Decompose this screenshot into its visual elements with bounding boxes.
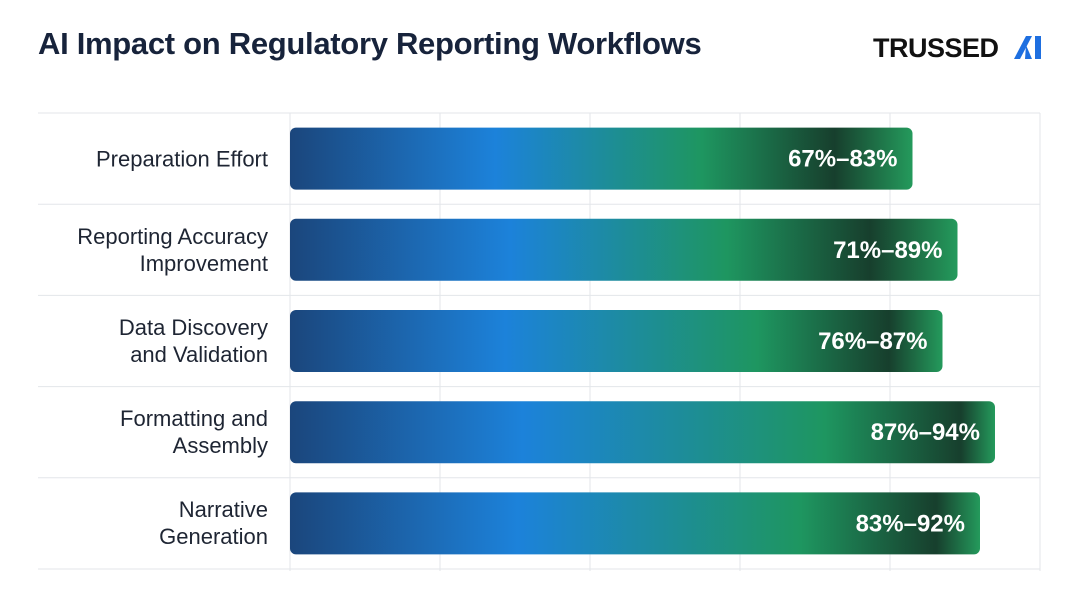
logo-text: TRUSSED [873,33,999,63]
category-label: Preparation Effort [95,146,268,172]
bar [290,401,995,464]
bar [290,218,958,281]
category-label: Narrative Generation [159,497,268,550]
bar [290,310,943,372]
bar [290,127,913,190]
value-label: 87%–94% [871,419,980,446]
category-label: Data Discovery and Validation [118,315,268,367]
logo-icon [1014,36,1041,59]
value-label: 67%–83% [788,146,897,173]
category-label: Reporting Accuracy Improvement [77,223,268,276]
chart-title: AI Impact on Regulatory Reporting Workfl… [38,26,702,61]
value-label: 76%–87% [818,328,927,355]
bar [290,492,980,555]
value-label: 71%–89% [833,237,942,264]
value-label: 83%–92% [856,510,965,537]
category-label: Formatting and Assembly [120,406,268,459]
